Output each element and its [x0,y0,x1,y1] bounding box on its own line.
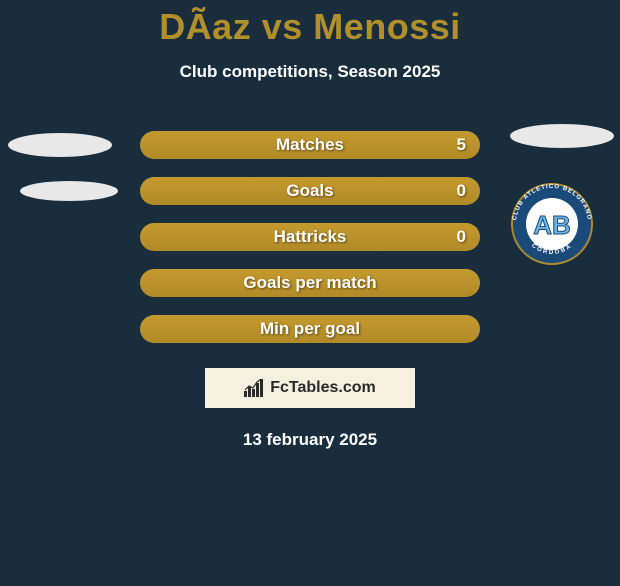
stat-value: 5 [457,135,466,155]
left-player-ellipse [20,181,118,201]
stat-bar: Hattricks 0 [140,223,480,251]
bar-chart-icon [244,379,266,397]
stat-row: Goals per match [0,260,620,306]
stat-value: 0 [457,227,466,247]
stat-label: Hattricks [274,227,347,247]
stat-label: Min per goal [260,319,360,339]
stat-label: Goals per match [243,273,376,293]
stat-bar: Goals 0 [140,177,480,205]
stat-bar: Goals per match [140,269,480,297]
stat-value: 0 [457,181,466,201]
fctables-logo: FcTables.com [205,368,415,408]
logo-text: FcTables.com [270,379,376,397]
stat-label: Goals [286,181,333,201]
stat-label: Matches [276,135,344,155]
left-player-ellipse [8,133,112,157]
stat-row: Matches 5 [0,122,620,168]
stat-bar: Min per goal [140,315,480,343]
badge-center-text: AB [533,210,571,240]
stat-row: Min per goal [0,306,620,352]
date-label: 13 february 2025 [0,430,620,450]
stat-bar: Matches 5 [140,131,480,159]
club-badge-belgrano: CLUB ATLETICO BELGRANO AB CORDOBA [502,182,602,266]
subtitle: Club competitions, Season 2025 [0,62,620,82]
page-title: DÃ­az vs Menossi [0,6,620,48]
right-player-ellipse [510,124,614,148]
